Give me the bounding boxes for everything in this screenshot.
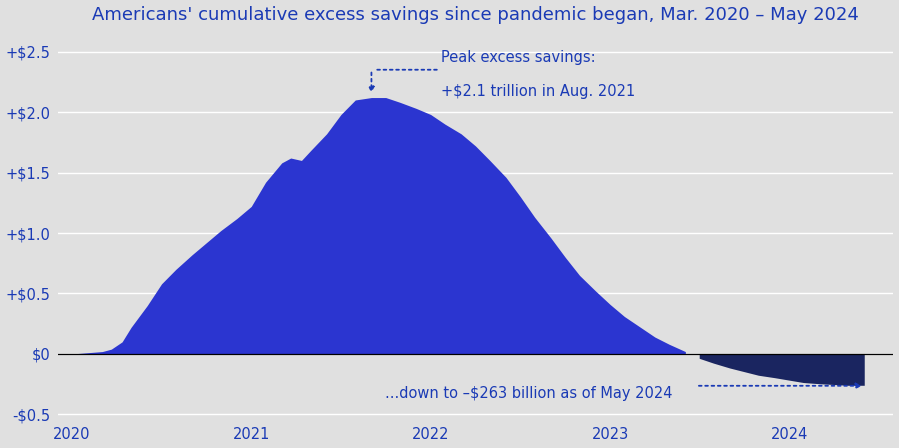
Text: ...down to –$263 billion as of May 2024: ...down to –$263 billion as of May 2024	[386, 386, 672, 401]
Title: Americans' cumulative excess savings since pandemic began, Mar. 2020 – May 2024: Americans' cumulative excess savings sin…	[92, 5, 859, 24]
Text: Peak excess savings:: Peak excess savings:	[441, 50, 596, 65]
Text: +$2.1 trillion in Aug. 2021: +$2.1 trillion in Aug. 2021	[441, 84, 636, 99]
